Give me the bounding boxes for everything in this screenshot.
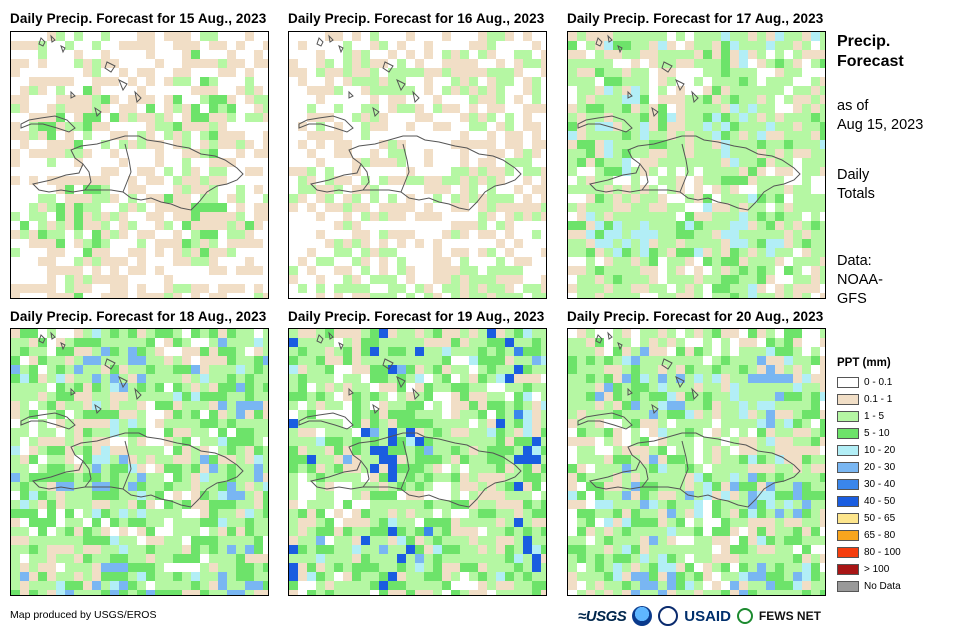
island-outline: [20, 331, 244, 508]
precip-grid: [568, 32, 825, 298]
panel-title-5: Daily Precip. Forecast for 19 Aug., 2023: [288, 309, 545, 324]
legend-label: 5 - 10: [864, 428, 890, 439]
legend-item: 65 - 80: [837, 530, 895, 542]
legend-item: 80 - 100: [837, 547, 901, 559]
usaid-seal-icon: [658, 606, 679, 626]
data-source: Data: NOAA- GFS: [837, 253, 883, 307]
legend-item: 50 - 65: [837, 513, 895, 525]
forecast-map-2: [288, 31, 547, 299]
legend-item: 0 - 0.1: [837, 377, 892, 389]
legend-item: 20 - 30: [837, 462, 895, 474]
island-outline: [298, 331, 522, 508]
usgs-logo: ≈USGS: [578, 607, 627, 625]
legend-swatch: [837, 479, 859, 490]
daily-totals-label: Daily Totals: [837, 167, 875, 202]
precip-grid: [289, 32, 546, 298]
legend-item: 30 - 40: [837, 479, 895, 491]
forecast-map-4: [10, 328, 269, 596]
legend-swatch: [837, 513, 859, 524]
legend-item: 5 - 10: [837, 428, 890, 440]
island-outline: [577, 34, 801, 211]
precip-grid: [289, 329, 546, 595]
forecast-map-3: [567, 31, 826, 299]
panel-title-1: Daily Precip. Forecast for 15 Aug., 2023: [10, 11, 267, 26]
island-outline: [20, 34, 244, 211]
legend-swatch: [837, 377, 859, 388]
legend-label: 0 - 0.1: [864, 377, 893, 388]
legend-swatch: [837, 496, 859, 507]
legend-title: PPT (mm): [837, 357, 891, 369]
as-of-date: as of Aug 15, 2023: [837, 98, 924, 133]
legend-label: 10 - 20: [864, 445, 896, 456]
globe-icon: [736, 608, 753, 624]
legend-label: 20 - 30: [864, 462, 896, 473]
legend-label: > 100: [864, 564, 890, 575]
legend-label: 80 - 100: [864, 547, 901, 558]
legend-swatch: [837, 428, 859, 439]
legend-label: 65 - 80: [864, 530, 896, 541]
partner-logos: ≈USGS USAID FEWS NET: [578, 604, 821, 628]
legend-label: 50 - 65: [864, 513, 896, 524]
legend-item: 10 - 20: [837, 445, 895, 457]
precip-grid: [11, 32, 268, 298]
legend-swatch: [837, 564, 859, 575]
legend-label: 1 - 5: [864, 411, 885, 422]
legend-label: No Data: [864, 581, 901, 592]
legend-swatch: [837, 462, 859, 473]
usaid-logo: USAID: [684, 607, 731, 625]
panel-title-4: Daily Precip. Forecast for 18 Aug., 2023: [10, 309, 267, 324]
island-outline: [298, 34, 522, 211]
forecast-map-5: [288, 328, 547, 596]
legend-label: 0.1 - 1: [864, 394, 893, 405]
noaa-logo: [632, 606, 653, 626]
legend-item: 40 - 50: [837, 496, 895, 508]
fews-net-logo: FEWS NET: [758, 609, 821, 623]
forecast-heading: Precip. Forecast: [837, 33, 904, 70]
legend-item: > 100: [837, 564, 889, 576]
legend-label: 30 - 40: [864, 479, 896, 490]
precip-grid: [568, 329, 825, 595]
panel-title-2: Daily Precip. Forecast for 16 Aug., 2023: [288, 11, 545, 26]
panel-title-3: Daily Precip. Forecast for 17 Aug., 2023: [567, 11, 824, 26]
island-outline: [577, 331, 801, 508]
legend-swatch: [837, 581, 859, 592]
panel-title-6: Daily Precip. Forecast for 20 Aug., 2023: [567, 309, 824, 324]
legend-label: 40 - 50: [864, 496, 896, 507]
legend-swatch: [837, 547, 859, 558]
legend-item: No Data: [837, 581, 901, 593]
legend-swatch: [837, 411, 859, 422]
legend-swatch: [837, 394, 859, 405]
precip-grid: [11, 329, 268, 595]
legend-swatch: [837, 445, 859, 456]
legend-item: 0.1 - 1: [837, 394, 892, 406]
legend-item: 1 - 5: [837, 411, 884, 423]
forecast-map-1: [10, 31, 269, 299]
legend-swatch: [837, 530, 859, 541]
forecast-map-6: [567, 328, 826, 596]
map-credit: Map produced by USGS/EROS: [10, 609, 157, 621]
